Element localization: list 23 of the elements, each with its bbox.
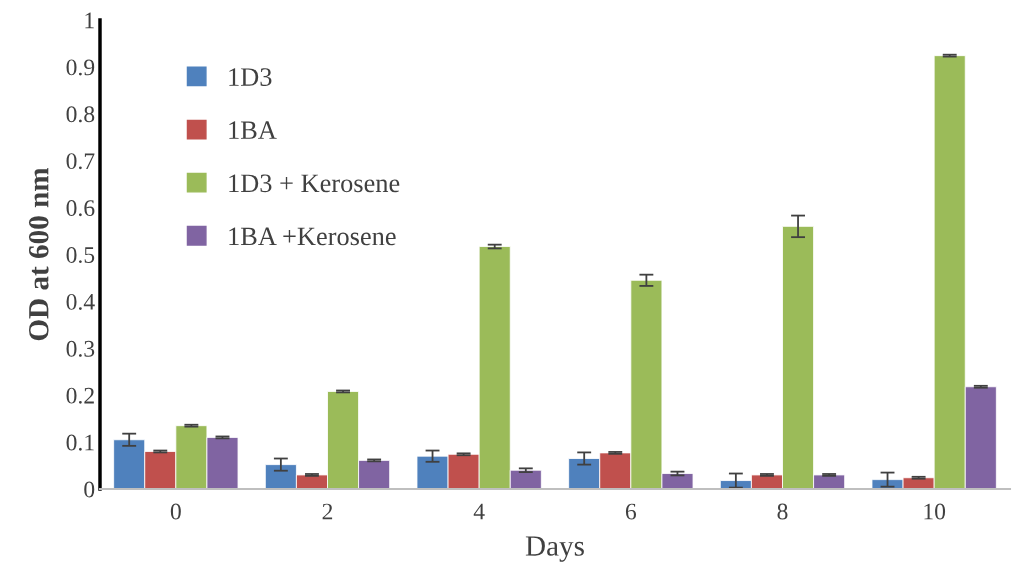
y-tick-label: 0.9 (66, 59, 95, 76)
x-tick-label: 6 (625, 503, 637, 520)
legend-label: 1BA +Kerosene (229, 227, 396, 246)
y-tick-label: 0.3 (66, 340, 95, 357)
x-tick-label: 8 (777, 503, 788, 520)
y-tick-label: 0.4 (66, 293, 95, 310)
x-tick-label: 10 (924, 503, 946, 520)
y-tick-label: 0.2 (66, 387, 94, 404)
y-tick-label: 0 (84, 481, 95, 498)
y-tick-label: 0.1 (66, 434, 94, 451)
y-tick-label: 0.6 (66, 200, 95, 217)
x-tick-label: 4 (473, 503, 485, 520)
y-axis-title: OD at 600 nm (28, 167, 49, 341)
y-tick-label: 0.5 (66, 246, 95, 264)
y-tick-label: 0.8 (66, 106, 95, 123)
x-tick-label: 2 (322, 503, 333, 520)
y-tick-label: 1 (85, 12, 94, 29)
x-tick-label: 0 (170, 503, 181, 520)
y-tick-label: 0.7 (66, 153, 95, 170)
legend-label: 1D3 + Kerosene (229, 174, 400, 193)
legend-label: 1BA (229, 121, 277, 139)
x-axis-title: Days (525, 536, 584, 562)
legend-label: 1D3 (229, 68, 272, 86)
